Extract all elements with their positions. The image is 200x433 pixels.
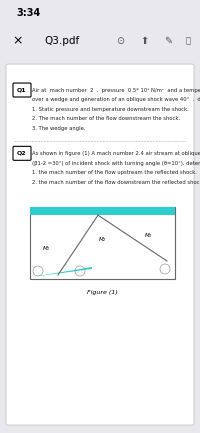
Text: Figure (1): Figure (1)	[87, 291, 118, 295]
FancyBboxPatch shape	[13, 83, 31, 97]
Text: M₁: M₁	[42, 246, 50, 251]
Text: Q2: Q2	[17, 151, 27, 156]
Text: (β1-2 =30°) of incident shock with turning angle (θ=10°). determine :: (β1-2 =30°) of incident shock with turni…	[32, 161, 200, 166]
Text: 2. The mach number of the flow downstream the shock.: 2. The mach number of the flow downstrea…	[32, 116, 180, 121]
Text: M₂: M₂	[98, 237, 106, 242]
Text: ⊙: ⊙	[116, 36, 124, 46]
Text: M₃: M₃	[144, 233, 152, 239]
Text: ✎: ✎	[164, 36, 172, 46]
Text: 3:34: 3:34	[16, 8, 40, 18]
FancyBboxPatch shape	[6, 64, 194, 425]
Bar	[30, 207, 175, 279]
Text: 3. The wedge angle.: 3. The wedge angle.	[32, 126, 86, 131]
Text: ×: ×	[12, 35, 22, 48]
Text: 1. the mach number of the flow upstream the reflected shock.: 1. the mach number of the flow upstream …	[32, 170, 197, 175]
Text: Air at  mach number  2  ,  pressure  0.5* 10⁵ N/m²  and a temperature of 0 °C ,: Air at mach number 2 , pressure 0.5* 10⁵…	[32, 88, 200, 93]
FancyBboxPatch shape	[13, 146, 31, 160]
Text: ⬆: ⬆	[140, 36, 148, 46]
Polygon shape	[32, 267, 92, 277]
Text: As shown in figure (1) A mach number 2.4 air stream at oblique shock angle of: As shown in figure (1) A mach number 2.4…	[32, 152, 200, 156]
Text: 2. the mach number of the flow downstream the reflected shock.: 2. the mach number of the flow downstrea…	[32, 180, 200, 185]
Text: Q1: Q1	[17, 87, 27, 93]
Text: 1. Static pressure and temperature downstream the shock.: 1. Static pressure and temperature downs…	[32, 107, 189, 112]
Text: ⧉: ⧉	[186, 37, 191, 45]
Text: over a wedge and generation of an oblique shock wave 40°  .  determine :: over a wedge and generation of an obliqu…	[32, 97, 200, 103]
Bar	[30, 207, 175, 215]
Text: Q3.pdf: Q3.pdf	[44, 36, 79, 46]
